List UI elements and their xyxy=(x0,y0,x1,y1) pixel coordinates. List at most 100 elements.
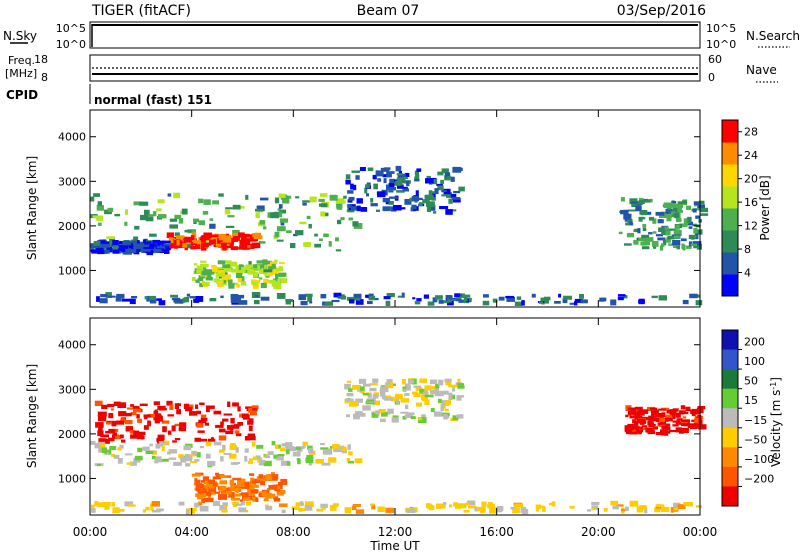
echo-cell xyxy=(680,423,689,427)
cpid-value: normal (fast) 151 xyxy=(94,93,212,107)
echo-cell xyxy=(463,510,470,513)
echo-cell xyxy=(333,292,342,298)
echo-cell xyxy=(641,425,648,428)
echo-cell xyxy=(379,386,389,393)
echo-cell xyxy=(671,410,676,416)
echo-cell xyxy=(234,430,240,434)
echo-cell xyxy=(255,497,259,502)
echo-cell xyxy=(665,211,671,214)
echo-cell xyxy=(185,508,190,515)
echo-cell xyxy=(176,239,180,246)
velocity-cbar-tick-label: 200 xyxy=(744,336,765,349)
echo-cell xyxy=(514,503,524,508)
echo-cell xyxy=(196,241,202,245)
echo-cell xyxy=(448,198,453,204)
echo-cell xyxy=(252,408,258,412)
echo-cell xyxy=(124,243,133,250)
echo-cell xyxy=(226,243,230,248)
echo-cell xyxy=(386,171,392,178)
echo-cell xyxy=(185,404,194,410)
echo-cell xyxy=(446,176,452,179)
echo-cell xyxy=(675,224,680,230)
echo-cell xyxy=(610,500,619,506)
echo-cell xyxy=(255,455,261,460)
echo-cell xyxy=(347,199,353,203)
echo-cell xyxy=(660,429,668,434)
velocity-ylabel: Slant Range [km] xyxy=(25,364,39,468)
echo-cell xyxy=(343,195,347,199)
echo-cell xyxy=(692,241,702,246)
echo-cell xyxy=(386,379,393,385)
echo-cell xyxy=(661,412,666,417)
power-cbar-tick-label: 16 xyxy=(744,196,758,209)
echo-cell xyxy=(232,204,241,210)
echo-cell xyxy=(632,419,636,424)
echo-cell xyxy=(682,200,687,204)
echo-cell xyxy=(200,414,207,421)
echo-cell xyxy=(193,221,197,224)
echo-cell xyxy=(174,214,182,220)
echo-cell xyxy=(422,392,429,396)
xaxis-label: Time UT xyxy=(369,539,420,553)
echo-cell xyxy=(432,297,438,303)
echo-cell xyxy=(645,427,654,433)
echo-cell xyxy=(456,414,463,418)
echo-cell xyxy=(328,457,337,463)
echo-cell xyxy=(649,424,656,427)
echo-cell xyxy=(211,235,221,240)
echo-cell xyxy=(261,491,267,497)
echo-cell xyxy=(282,198,290,204)
echo-cell xyxy=(166,232,174,239)
echo-cell xyxy=(697,415,702,420)
echo-cell xyxy=(638,216,645,219)
echo-cell xyxy=(111,453,116,457)
echo-cell xyxy=(98,438,107,444)
echo-cell xyxy=(116,420,125,425)
echo-cell xyxy=(153,410,159,417)
velocity-cbar-label: Velocity [m s-1] xyxy=(769,377,784,467)
echo-cell xyxy=(251,242,261,249)
echo-cell xyxy=(98,448,104,453)
echo-cell xyxy=(266,474,271,480)
echo-cell xyxy=(257,457,263,463)
echo-cell xyxy=(202,476,209,482)
echo-cell xyxy=(194,459,200,462)
echo-cell xyxy=(390,396,397,402)
echo-cell xyxy=(351,206,358,211)
ytick-label: 2000 xyxy=(58,428,86,441)
echo-cell xyxy=(665,423,671,427)
echo-cell xyxy=(163,245,170,252)
echo-cell xyxy=(253,271,258,278)
echo-cell xyxy=(638,217,643,222)
echo-cell xyxy=(440,405,444,411)
echo-cell xyxy=(302,202,307,206)
echo-cell xyxy=(235,433,242,437)
echo-cell xyxy=(395,165,402,172)
echo-cell xyxy=(195,493,201,498)
echo-cell xyxy=(137,431,146,436)
echo-cell xyxy=(241,234,247,239)
echo-cell xyxy=(658,219,662,223)
echo-cell xyxy=(236,484,245,487)
echo-cell xyxy=(682,299,689,305)
echo-cell xyxy=(236,284,240,288)
echo-cell xyxy=(673,212,679,218)
echo-cell xyxy=(201,243,209,248)
echo-cell xyxy=(215,474,220,478)
echo-cell xyxy=(679,223,688,227)
velocity-cbar-tick-label: −15 xyxy=(744,414,767,427)
echo-cell xyxy=(226,425,231,430)
echo-cell xyxy=(694,417,699,424)
echo-cell xyxy=(435,383,440,389)
echo-cell xyxy=(406,412,413,417)
echo-cell xyxy=(350,183,354,190)
echo-cell xyxy=(190,460,198,464)
echo-cell xyxy=(695,208,703,211)
echo-cell xyxy=(433,211,437,214)
echo-cell xyxy=(468,297,472,302)
echo-cell xyxy=(182,242,188,248)
echo-cell xyxy=(635,205,642,212)
echo-cell xyxy=(404,172,410,177)
echo-cell xyxy=(170,240,180,244)
echo-cell xyxy=(251,441,256,447)
